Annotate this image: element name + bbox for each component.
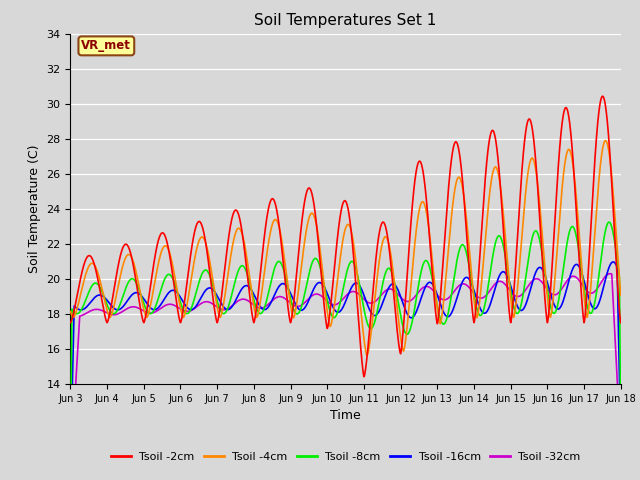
X-axis label: Time: Time (330, 409, 361, 422)
Text: VR_met: VR_met (81, 39, 131, 52)
Legend: Tsoil -2cm, Tsoil -4cm, Tsoil -8cm, Tsoil -16cm, Tsoil -32cm: Tsoil -2cm, Tsoil -4cm, Tsoil -8cm, Tsoi… (106, 447, 585, 466)
Title: Soil Temperatures Set 1: Soil Temperatures Set 1 (255, 13, 436, 28)
Y-axis label: Soil Temperature (C): Soil Temperature (C) (28, 144, 41, 273)
